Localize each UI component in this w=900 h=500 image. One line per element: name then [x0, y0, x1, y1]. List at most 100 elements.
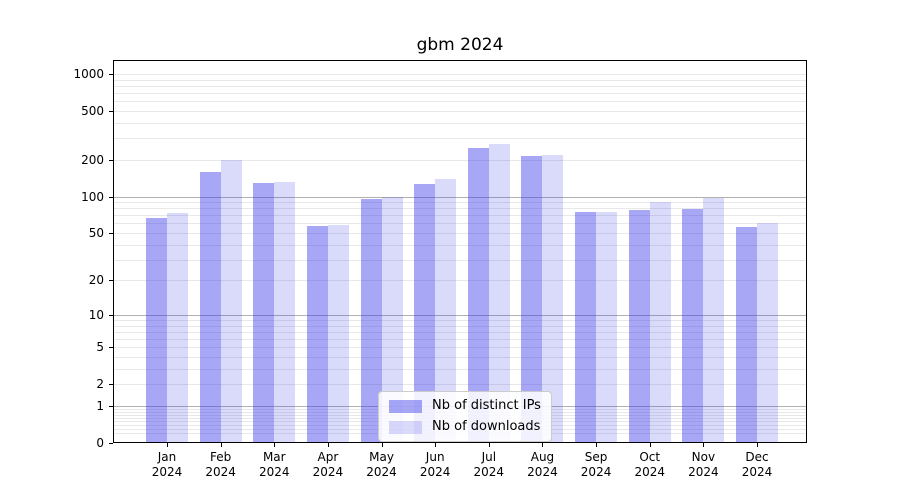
y-tick-label: 5	[96, 340, 104, 355]
x-tick-month: Feb	[210, 450, 232, 464]
gridline-minor	[113, 122, 807, 124]
y-tick	[109, 347, 113, 349]
x-tick-label-feb: Feb 2024	[189, 450, 253, 480]
x-tick-month: Jan	[157, 450, 177, 464]
x-tick	[488, 443, 490, 447]
x-tick-month: May	[369, 450, 394, 464]
y-tick	[109, 74, 113, 75]
y-tick-label: 1	[96, 398, 104, 413]
gridline-minor	[113, 159, 807, 161]
gridline-minor	[113, 85, 807, 87]
bar-downloads-oct	[649, 202, 671, 443]
x-tick-year: 2024	[741, 465, 773, 479]
x-tick	[274, 443, 276, 447]
gridline-minor	[113, 110, 807, 112]
bar-distinct-ips-feb	[199, 171, 221, 443]
bar-distinct-ips-jan	[146, 217, 167, 443]
x-tick-label-jan: Jan 2024	[135, 450, 199, 480]
legend-swatch-distinct-ips	[389, 399, 422, 413]
bar-downloads-may	[381, 196, 403, 443]
x-tick-label-sep: Sep 2024	[564, 450, 628, 480]
y-tick-label: 200	[81, 152, 104, 167]
chart-title: gbm 2024	[416, 35, 504, 55]
x-tick-label-oct: Oct 2024	[618, 450, 682, 480]
bar-distinct-ips-apr	[306, 226, 328, 443]
x-tick-year: 2024	[366, 465, 397, 479]
y-tick-label: 1000	[73, 67, 104, 81]
bar-downloads-aug	[542, 154, 564, 443]
x-tick-label-nov: Nov 2024	[671, 450, 735, 480]
bar-distinct-ips-may	[360, 198, 382, 443]
gridline-minor	[113, 320, 807, 322]
x-tick-year: 2024	[205, 465, 236, 479]
x-tick-label-may: May 2024	[350, 450, 414, 480]
legend-swatch-downloads	[389, 420, 422, 434]
x-tick-label-mar: Mar 2024	[242, 450, 306, 480]
x-tick-month: Aug	[530, 450, 555, 464]
x-tick-year: 2024	[527, 465, 558, 479]
legend-label-downloads: Nb of downloads	[432, 419, 541, 434]
y-tick	[109, 232, 113, 234]
y-tick-label: 100	[81, 189, 104, 204]
gridline-minor	[113, 101, 807, 103]
gridline-minor	[113, 215, 807, 217]
x-tick-year: 2024	[419, 465, 451, 479]
bar-downloads-mar	[274, 182, 296, 443]
x-tick-month: Mar	[262, 450, 286, 464]
x-tick-month: Nov	[691, 450, 716, 464]
legend: Nb of distinct IPs Nb of downloads	[378, 391, 552, 442]
gridline-minor	[113, 368, 807, 370]
x-tick-year: 2024	[258, 465, 290, 479]
gridline-major	[113, 314, 807, 316]
x-tick-year: 2024	[634, 465, 665, 479]
x-tick	[542, 443, 544, 447]
legend-entry-downloads: Nb of downloads	[389, 419, 541, 435]
gridline-minor	[113, 93, 807, 95]
y-tick	[109, 443, 113, 444]
y-tick-label: 50	[88, 225, 104, 240]
y-tick	[109, 159, 113, 161]
y-tick-label: 10	[88, 307, 104, 322]
bar-downloads-apr	[327, 225, 349, 443]
x-tick-label-jun: Jun 2024	[403, 450, 467, 480]
gridline-minor	[113, 232, 807, 234]
y-tick-label: 0	[96, 436, 104, 450]
x-tick	[596, 443, 598, 447]
y-tick	[109, 280, 113, 282]
gridline-major	[113, 196, 807, 198]
legend-entry-distinct-ips: Nb of distinct IPs	[389, 398, 541, 414]
gridline-minor	[113, 347, 807, 349]
x-tick-year: 2024	[580, 465, 612, 479]
x-tick-month: Sep	[584, 450, 608, 464]
gridline-minor	[113, 331, 807, 333]
y-tick	[109, 384, 113, 386]
bar-distinct-ips-dec	[736, 227, 757, 443]
x-tick-year: 2024	[473, 465, 505, 479]
x-tick	[757, 443, 758, 447]
x-tick	[381, 443, 383, 447]
bar-distinct-ips-sep	[575, 212, 597, 443]
legend-label-distinct-ips: Nb of distinct IPs	[432, 398, 541, 413]
gridline-minor	[113, 223, 807, 225]
x-tick	[220, 443, 222, 447]
gridline-minor	[113, 325, 807, 327]
y-tick-label: 20	[88, 273, 104, 288]
bar-downloads-sep	[596, 211, 618, 443]
bar-downloads-jun	[435, 178, 457, 443]
x-tick-year: 2024	[151, 465, 183, 479]
bar-distinct-ips-jun	[414, 183, 436, 443]
bar-downloads-nov	[703, 198, 725, 443]
x-tick	[167, 443, 168, 447]
gridline-minor	[113, 138, 807, 140]
gridline-minor	[113, 384, 807, 386]
x-tick	[649, 443, 651, 447]
y-tick-label: 2	[96, 377, 104, 392]
x-tick-month: Oct	[639, 450, 661, 464]
x-tick-label-jul: Jul 2024	[457, 450, 521, 480]
bar-downloads-feb	[220, 159, 242, 443]
gridline-minor	[113, 244, 807, 246]
gridline-minor	[113, 202, 807, 204]
x-tick-month: Jul	[481, 450, 497, 464]
x-tick	[327, 443, 329, 447]
